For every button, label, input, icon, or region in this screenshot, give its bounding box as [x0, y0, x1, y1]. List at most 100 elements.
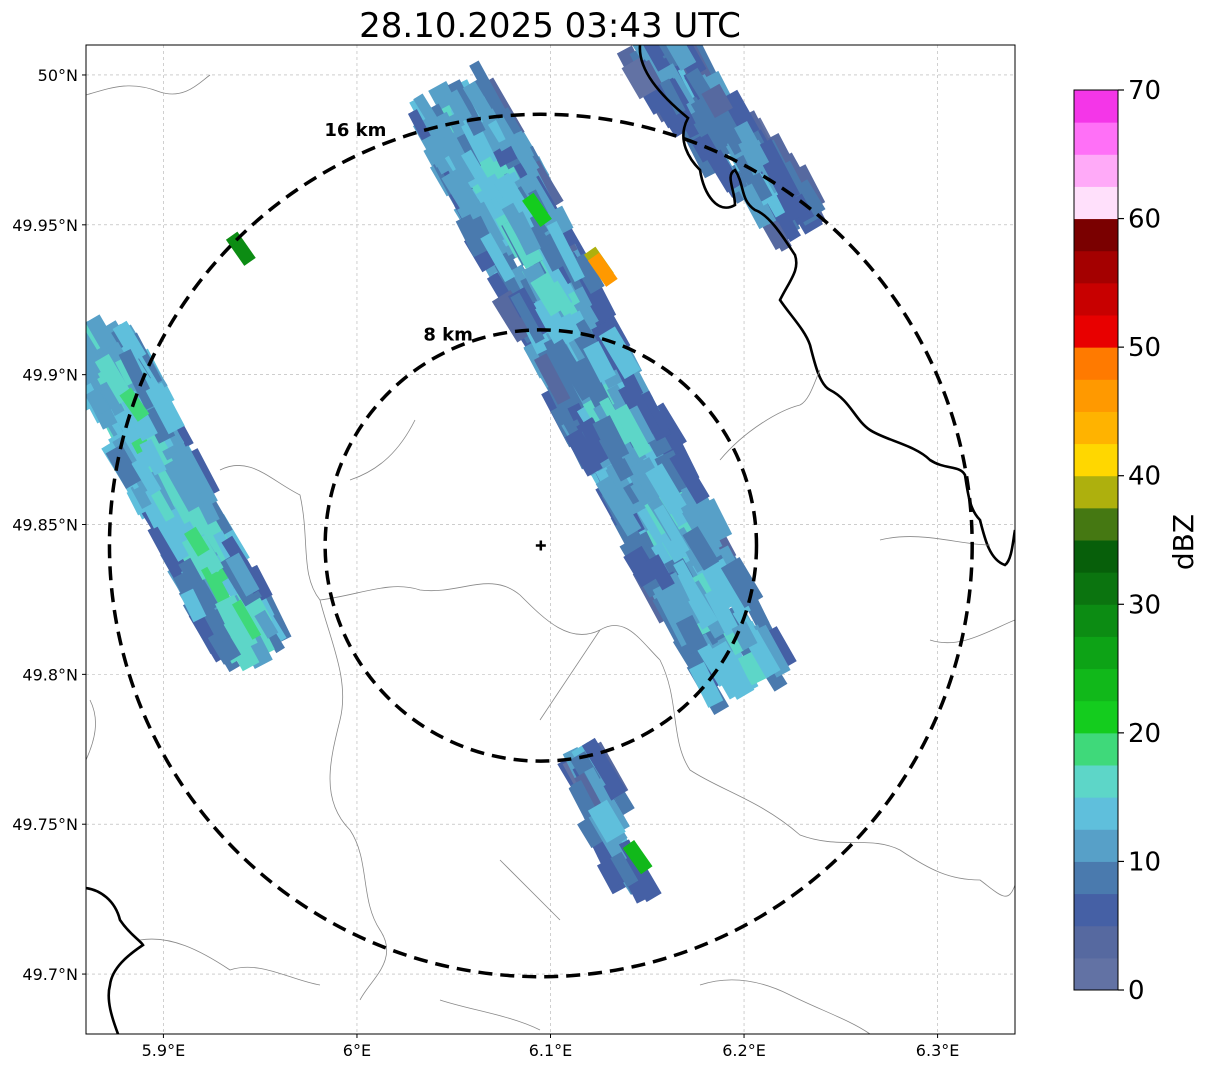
echo-cell: [441, 167, 481, 215]
echo-cell: [675, 614, 708, 654]
echo-cell: [462, 80, 498, 127]
echo-cell: [190, 581, 231, 642]
echo-cell: [86, 336, 100, 388]
echo-cell: [163, 457, 205, 513]
echo-band: [86, 314, 292, 673]
colorbar-tick-label: 70: [1128, 76, 1161, 106]
echo-cell: [592, 415, 630, 463]
colorbar-segment: [1074, 154, 1118, 187]
echo-cell: [709, 102, 749, 156]
province-border: [86, 74, 1015, 1034]
range-ring: [323, 328, 759, 763]
x-tick-label: 6°E: [343, 1041, 371, 1060]
colorbar-tick-label: 40: [1128, 462, 1161, 492]
colorbar-segment: [1074, 572, 1118, 605]
colorbar-segment: [1074, 315, 1118, 348]
colorbar: 0 10 20 30 40 50 60 70: [1073, 76, 1161, 1006]
echo-cell: [692, 555, 738, 614]
echo-cell: [455, 214, 489, 258]
colorbar-segment: [1074, 925, 1118, 959]
echo-cell: [708, 640, 755, 700]
y-tick-label: 49.7°N: [22, 965, 78, 984]
echo-cell: [577, 814, 609, 849]
echo-cell: [254, 609, 279, 639]
echo-cell: [180, 588, 207, 623]
echo-cell: [564, 428, 603, 477]
echo-cell: [738, 183, 773, 230]
echo-cell: [231, 599, 262, 640]
echo-cell: [682, 526, 720, 571]
echo-core: [522, 192, 552, 227]
echo-cell: [599, 397, 633, 446]
echo-cell: [532, 295, 574, 350]
echo-cell: [413, 93, 453, 148]
echo-cell: [720, 557, 764, 608]
colorbar-segment: [1074, 540, 1118, 573]
echo-cell: [440, 132, 478, 185]
echo-cell: [581, 737, 628, 799]
echo-cell: [653, 504, 690, 556]
colorbar-segment: [1074, 122, 1118, 155]
echo-cell: [469, 60, 508, 119]
echo-cell: [546, 205, 574, 236]
echo-cell: [776, 189, 801, 222]
echo-cell: [595, 475, 642, 537]
echo-cell: [704, 146, 742, 193]
echo-cell: [571, 252, 605, 294]
echo-cell: [570, 779, 599, 818]
echo-cell: [461, 149, 499, 202]
echo-cell: [534, 337, 576, 392]
y-tick-label: 49.85°N: [12, 516, 78, 535]
echo-core: [622, 840, 653, 875]
y-tick-label: 50°N: [38, 66, 78, 85]
x-tick-label: 5.9°E: [142, 1041, 186, 1060]
echo-cell: [587, 799, 626, 843]
echo-cell: [610, 851, 639, 888]
x-tick-label: 6.3°E: [916, 1041, 960, 1060]
range-ring-label: 8 km: [423, 325, 473, 346]
echo-cell: [627, 45, 667, 87]
echo-cell: [201, 564, 233, 608]
echo-cell: [139, 429, 174, 468]
echo-cell: [623, 545, 660, 588]
colorbar-segment: [1074, 282, 1118, 316]
echo-cell: [461, 118, 498, 169]
colorbar-segment: [1074, 668, 1118, 702]
colorbar-tick-label: 60: [1128, 205, 1161, 235]
echo-cell: [583, 341, 616, 383]
range-ring: [107, 112, 974, 979]
colorbar-segment: [1074, 636, 1118, 670]
echo-core: [587, 252, 618, 287]
echo-band: [407, 60, 797, 715]
echo-cell: [704, 587, 740, 637]
x-tick-label: 6.2°E: [722, 1041, 766, 1060]
echo-cell: [143, 404, 176, 444]
echo-cell: [733, 152, 773, 204]
echo-cell: [146, 497, 196, 562]
echo-cell: [533, 353, 571, 405]
y-tick-label: 49.9°N: [22, 366, 78, 385]
colorbar-segment: [1074, 732, 1118, 766]
colorbar-segment: [1074, 604, 1118, 637]
echo-cell: [663, 45, 697, 71]
echo-cell: [731, 621, 758, 651]
colorbar-segment: [1074, 90, 1118, 123]
echo-cell: [131, 457, 162, 496]
echo-cell: [576, 417, 615, 465]
echo-cell: [105, 444, 142, 489]
range-rings: 8 km 16 km: [107, 112, 974, 979]
echo-cell: [480, 232, 516, 283]
echo-cell: [688, 661, 724, 708]
echo-cell: [215, 594, 258, 653]
echo-cell: [695, 498, 733, 544]
echo-cell: [737, 649, 770, 686]
echo-cell: [207, 627, 242, 665]
echo-cell: [734, 120, 770, 169]
radar-echoes: [86, 45, 826, 904]
echo-cell: [613, 404, 652, 458]
echo-cell: [637, 503, 672, 546]
colorbar-tick-label: 30: [1128, 590, 1161, 620]
echo-core: [225, 231, 256, 266]
echo-cell: [407, 109, 431, 141]
